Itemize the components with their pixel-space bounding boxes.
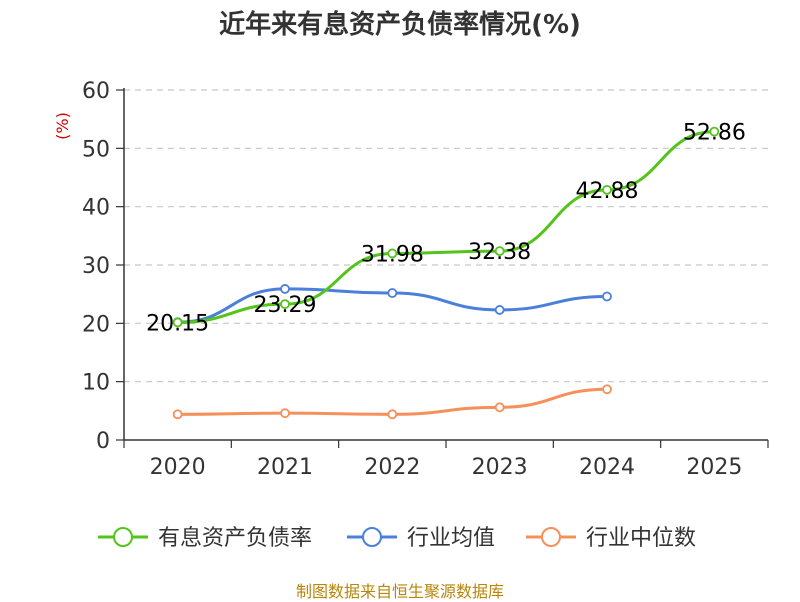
legend-marker-1 xyxy=(362,527,382,547)
y-tick-label-60: 60 xyxy=(82,79,110,104)
data-label-2025: 52.86 xyxy=(683,121,746,146)
point-1-2023 xyxy=(494,305,505,315)
x-tick-label-2024: 2024 xyxy=(579,455,635,480)
y-tick-label-30: 30 xyxy=(82,254,110,279)
legend-item-2[interactable]: 行业中位数 xyxy=(526,526,696,551)
point-2-2021 xyxy=(280,408,290,419)
point-2-2023 xyxy=(494,402,505,413)
point-2-2024 xyxy=(602,384,612,395)
x-tick-label-2021: 2021 xyxy=(257,455,313,480)
series-lines xyxy=(172,126,720,420)
point-0-2024 xyxy=(602,184,612,195)
y-axis-unit: (%) xyxy=(53,112,72,140)
y-tick-labels: 0 10 20 30 40 50 60 xyxy=(82,79,110,454)
legend-label-0: 有息资产负债率 xyxy=(158,526,312,551)
x-tick-label-2025: 2025 xyxy=(686,455,742,480)
x-tick-label-2022: 2022 xyxy=(364,455,420,480)
data-label-2023: 32.38 xyxy=(468,240,531,265)
point-1-2021 xyxy=(280,284,290,294)
series-line-0 xyxy=(177,130,715,324)
point-0-2021 xyxy=(280,299,290,310)
legend-marker-0 xyxy=(113,527,133,547)
point-1-2022 xyxy=(387,288,398,298)
y-tick-label-50: 50 xyxy=(82,137,110,162)
legend-marker-2 xyxy=(541,527,561,547)
point-0-2023 xyxy=(494,246,505,257)
point-0-2022 xyxy=(387,248,398,259)
data-label-2022: 31.98 xyxy=(361,242,424,267)
y-tick-label-10: 10 xyxy=(82,371,110,396)
axes xyxy=(116,88,769,448)
chart-title: 近年来有息资产负债率情况(%) xyxy=(219,10,581,40)
legend-label-2: 行业中位数 xyxy=(586,526,696,551)
point-0-2025 xyxy=(709,126,720,137)
y-tick-label-40: 40 xyxy=(82,196,110,221)
x-tick-label-2020: 2020 xyxy=(150,455,206,480)
grid-lines xyxy=(124,89,768,383)
legend-item-1[interactable]: 行业均值 xyxy=(347,526,495,551)
source-note: 制图数据来自恒生聚源数据库 xyxy=(295,582,504,601)
y-tick-label-20: 20 xyxy=(82,312,110,337)
data-label-2021: 23.29 xyxy=(254,293,317,318)
x-tick-label-2023: 2023 xyxy=(472,455,528,480)
point-1-2024 xyxy=(602,291,612,302)
legend[interactable]: 有息资产负债率 行业均值 行业中位数 xyxy=(98,526,696,551)
point-2-2022 xyxy=(387,409,398,420)
point-2-2020 xyxy=(172,409,183,420)
data-label-2020: 20.15 xyxy=(146,311,209,336)
point-0-2020 xyxy=(172,317,183,328)
data-labels: 20.15 23.29 31.98 32.38 42.88 52.86 xyxy=(146,121,746,337)
legend-label-1: 行业均值 xyxy=(407,526,495,551)
x-tick-labels: 2020 2021 2022 2023 2024 2025 xyxy=(150,455,743,480)
legend-item-0[interactable]: 有息资产负债率 xyxy=(98,526,312,551)
y-tick-label-0: 0 xyxy=(96,429,110,454)
data-label-2024: 42.88 xyxy=(576,179,639,204)
